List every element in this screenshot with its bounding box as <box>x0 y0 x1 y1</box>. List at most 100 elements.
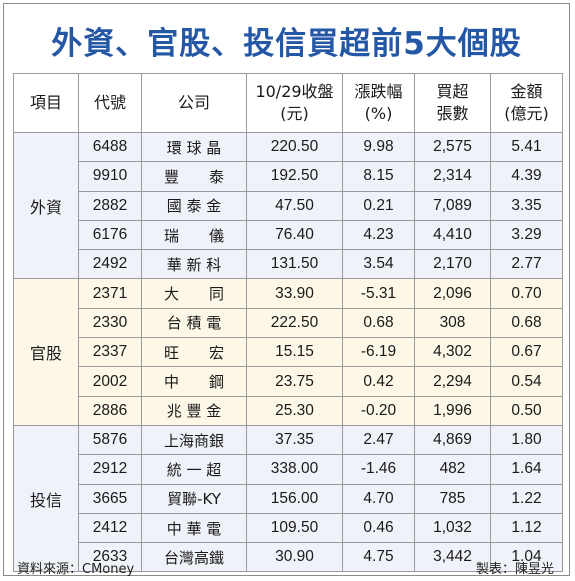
table-row: 6176 瑞 儀 76.40 4.23 4,410 3.29 <box>14 219 563 251</box>
cell-amount: 0.67 <box>490 337 563 368</box>
table-row: 2633 台灣高鐵 30.90 4.75 3,442 1.04 <box>14 542 563 573</box>
cell-volume: 7,089 <box>414 190 491 221</box>
cell-change: 0.21 <box>342 190 415 221</box>
cell-code: 9910 <box>78 161 142 192</box>
cell-close: 25.30 <box>246 395 343 426</box>
cell-amount: 3.29 <box>490 219 563 251</box>
cell-close: 33.90 <box>246 278 343 309</box>
group-label: 外資 <box>13 131 79 280</box>
page-title: 外資、官股、投信買超前5大個股 <box>51 26 522 62</box>
cell-close: 47.50 <box>246 190 343 221</box>
header-close: 10/29收盤 (元) <box>246 73 343 133</box>
cell-close: 37.35 <box>246 424 343 456</box>
cell-code: 2002 <box>78 366 142 397</box>
cell-code: 3665 <box>78 483 142 514</box>
header-volume: 買超 張數 <box>414 73 491 133</box>
cell-code: 2886 <box>78 395 142 426</box>
cell-company: 華 新 科 <box>141 249 247 280</box>
cell-volume: 3,442 <box>414 542 491 573</box>
table-row: 2002 中 鋼 23.75 0.42 2,294 0.54 <box>14 366 563 397</box>
cell-change: -6.19 <box>342 337 415 368</box>
cell-close: 109.50 <box>246 512 343 544</box>
cell-company: 兆 豐 金 <box>141 395 247 426</box>
cell-company: 旺 宏 <box>141 337 247 368</box>
table-row: 2492 華 新 科 131.50 3.54 2,170 2.77 <box>14 249 563 280</box>
cell-company: 統 一 超 <box>141 454 247 485</box>
cell-amount: 4.39 <box>490 161 563 192</box>
table-row: 3665 貿聯-KY 156.00 4.70 785 1.22 <box>14 483 563 514</box>
cell-change: -1.46 <box>342 454 415 485</box>
cell-code: 5876 <box>78 424 142 456</box>
cell-code: 2330 <box>78 307 142 339</box>
table-row: 2882 國 泰 金 47.50 0.21 7,089 3.35 <box>14 190 563 221</box>
cell-close: 15.15 <box>246 337 343 368</box>
cell-change: 4.23 <box>342 219 415 251</box>
cell-amount: 0.70 <box>490 278 563 309</box>
header-amount: 金額 (億元) <box>490 73 563 133</box>
table-row: 外資 6488 環 球 晶 220.50 9.98 2,575 5.41 <box>13 131 563 280</box>
cell-code: 2882 <box>78 190 142 221</box>
cell-code: 6176 <box>78 219 142 251</box>
group-label: 投信 <box>13 424 79 573</box>
cell-volume: 2,294 <box>414 366 491 397</box>
cell-volume: 1,996 <box>414 395 491 426</box>
cell-change: 3.54 <box>342 249 415 280</box>
table-row: 官股 2371 大 同 33.90 -5.31 2,096 0.70 <box>13 278 563 426</box>
cell-code: 2412 <box>78 512 142 544</box>
cell-close: 192.50 <box>246 161 343 192</box>
cell-amount: 5.41 <box>490 131 563 163</box>
buy-table: 項目 代號 公司 10/29收盤 (元) 漲跌幅 (%) 買超 張數 金額 (億… <box>13 73 563 573</box>
table-row: 2886 兆 豐 金 25.30 -0.20 1,996 0.50 <box>14 395 563 426</box>
cell-change: 0.42 <box>342 366 415 397</box>
cell-close: 131.50 <box>246 249 343 280</box>
cell-change: -5.31 <box>342 278 415 309</box>
table-row: 2337 旺 宏 15.15 -6.19 4,302 0.67 <box>14 337 563 368</box>
cell-code: 2492 <box>78 249 142 280</box>
header-change: 漲跌幅 (%) <box>342 73 415 133</box>
cell-volume: 4,869 <box>414 424 491 456</box>
header-code: 代號 <box>78 73 142 133</box>
cell-amount: 1.22 <box>490 483 563 514</box>
cell-change: 2.47 <box>342 424 415 456</box>
cell-company: 貿聯-KY <box>141 483 247 514</box>
cell-volume: 2,170 <box>414 249 491 280</box>
cell-code: 2633 <box>78 542 142 573</box>
maker-note: 製表：陳昱光 <box>475 562 554 577</box>
source-note: 資料來源：CMoney <box>17 562 135 577</box>
table-row: 投信 5876 上海商銀 37.35 2.47 4,869 1.80 <box>13 424 563 573</box>
cell-close: 220.50 <box>246 131 343 163</box>
group-label: 官股 <box>13 278 79 426</box>
cell-change: 9.98 <box>342 131 415 163</box>
cell-company: 台灣高鐵 <box>141 542 247 573</box>
cell-change: 4.75 <box>342 542 415 573</box>
cell-volume: 308 <box>414 307 491 339</box>
table-row: 2412 中 華 電 109.50 0.46 1,032 1.12 <box>14 512 563 544</box>
cell-amount: 1.12 <box>490 512 563 544</box>
cell-company: 大 同 <box>141 278 247 309</box>
cell-company: 瑞 儀 <box>141 219 247 251</box>
cell-amount: 2.77 <box>490 249 563 280</box>
cell-change: 8.15 <box>342 161 415 192</box>
cell-amount: 1.64 <box>490 454 563 485</box>
cell-volume: 4,410 <box>414 219 491 251</box>
cell-company: 上海商銀 <box>141 424 247 456</box>
cell-amount: 0.54 <box>490 366 563 397</box>
cell-volume: 4,302 <box>414 337 491 368</box>
cell-change: 0.46 <box>342 512 415 544</box>
header-row: 項目 代號 公司 10/29收盤 (元) 漲跌幅 (%) 買超 張數 金額 (億… <box>13 73 563 133</box>
cell-close: 76.40 <box>246 219 343 251</box>
cell-company: 豐 泰 <box>141 161 247 192</box>
table-card: 外資、官股、投信買超前5大個股 項目 代號 公司 10/29收盤 (元) 漲跌幅 <box>3 3 570 577</box>
cell-close: 23.75 <box>246 366 343 397</box>
cell-company: 國 泰 金 <box>141 190 247 221</box>
cell-amount: 3.35 <box>490 190 563 221</box>
header-company: 公司 <box>141 73 247 133</box>
cell-amount: 1.04 <box>490 542 563 573</box>
header-category: 項目 <box>13 73 79 133</box>
cell-change: 4.70 <box>342 483 415 514</box>
cell-volume: 785 <box>414 483 491 514</box>
cell-close: 30.90 <box>246 542 343 573</box>
cell-volume: 482 <box>414 454 491 485</box>
cell-close: 338.00 <box>246 454 343 485</box>
cell-code: 6488 <box>78 131 142 163</box>
